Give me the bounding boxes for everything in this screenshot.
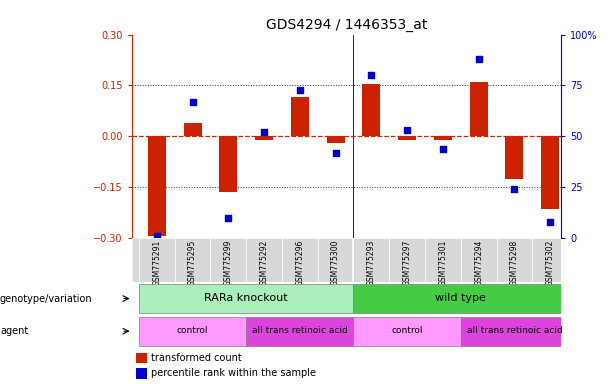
Text: control: control [177, 326, 208, 335]
Bar [354, 316, 461, 346]
Text: GSM775295: GSM775295 [188, 239, 197, 286]
Text: GSM775297: GSM775297 [403, 239, 412, 286]
Point [295, 86, 305, 93]
Bar [291, 97, 309, 136]
Text: percentile rank within the sample: percentile rank within the sample [151, 368, 316, 379]
Text: all trans retinoic acid: all trans retinoic acid [252, 326, 348, 335]
Bar [354, 284, 568, 313]
Text: GSM775292: GSM775292 [259, 239, 268, 286]
Text: control: control [391, 326, 423, 335]
Bar [136, 353, 147, 363]
Title: GDS4294 / 1446353_at: GDS4294 / 1446353_at [265, 18, 427, 32]
Point [223, 215, 233, 221]
Bar [461, 316, 568, 346]
Text: transformed count: transformed count [151, 353, 242, 363]
Text: wild type: wild type [435, 293, 486, 303]
Point [474, 56, 484, 62]
Text: GSM775299: GSM775299 [224, 239, 233, 286]
Bar [362, 84, 380, 136]
Text: GSM775293: GSM775293 [367, 239, 376, 286]
Text: RARa knockout: RARa knockout [204, 293, 288, 303]
Bar [506, 136, 524, 179]
Text: agent: agent [0, 326, 28, 336]
Text: GSM775296: GSM775296 [295, 239, 305, 286]
Bar [434, 136, 452, 140]
Bar [139, 316, 246, 346]
Bar [219, 136, 237, 192]
Bar [139, 284, 354, 313]
Bar [255, 136, 273, 140]
Bar [136, 368, 147, 379]
Point [438, 146, 447, 152]
Bar [148, 136, 166, 237]
Point [367, 72, 376, 78]
Bar [541, 136, 559, 209]
Text: GSM775291: GSM775291 [152, 239, 161, 286]
Text: GSM775301: GSM775301 [438, 239, 447, 286]
Text: all trans retinoic acid: all trans retinoic acid [466, 326, 562, 335]
Point [509, 186, 519, 192]
Bar [184, 123, 202, 136]
Point [331, 149, 341, 156]
Point [188, 99, 197, 105]
Point [402, 127, 412, 133]
Point [259, 129, 269, 135]
Point [152, 233, 162, 239]
Text: GSM775294: GSM775294 [474, 239, 483, 286]
Point [546, 219, 555, 225]
Text: GSM775302: GSM775302 [546, 239, 555, 286]
Bar [398, 136, 416, 140]
Text: GSM775300: GSM775300 [331, 239, 340, 286]
Bar [246, 316, 354, 346]
Bar [470, 82, 487, 136]
Text: GSM775298: GSM775298 [510, 239, 519, 286]
Text: genotype/variation: genotype/variation [0, 293, 93, 304]
Bar [327, 136, 345, 143]
